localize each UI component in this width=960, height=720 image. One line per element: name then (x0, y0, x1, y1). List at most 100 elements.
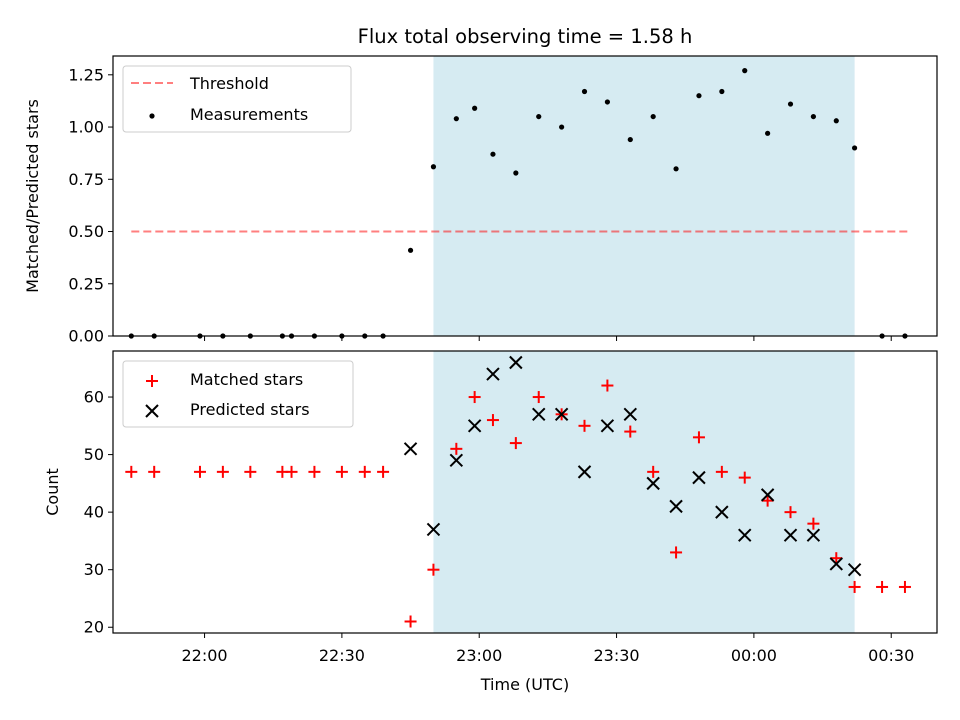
count-x-tick-label: 23:00 (456, 646, 502, 665)
measurement-point (787, 101, 794, 107)
predicted-legend-label: Predicted stars (190, 400, 310, 419)
ratio-y-tick-label: 0.25 (68, 274, 104, 293)
count-x-tick-label: 00:30 (868, 646, 914, 665)
predicted-star-point (646, 476, 660, 491)
predicted-star-point (738, 528, 752, 542)
matched-star-point (807, 517, 820, 530)
matched-star-point (216, 465, 229, 478)
count-y-tick-label: 20 (84, 618, 104, 637)
predicted-star-point (554, 407, 569, 422)
count-x-tick-label: 22:00 (182, 646, 228, 665)
measurement-point (453, 116, 459, 122)
chart-title: Flux total observing time = 1.58 h (358, 25, 693, 48)
matched-star-point (624, 425, 637, 438)
measurement-point (810, 113, 817, 120)
ratio-y-ticks: 0.00 0.25 0.50 0.75 1.00 1.25 (68, 65, 113, 346)
ratio-y-tick-label: 0.00 (68, 327, 104, 346)
measurement-point (490, 151, 496, 157)
predicted-star-point (669, 499, 683, 514)
predicted-star-points (403, 355, 862, 577)
matched-star-point (468, 391, 481, 404)
predicted-star-point (760, 488, 775, 502)
matched-star-point (244, 465, 257, 478)
matched-star-point (377, 465, 390, 478)
matched-legend-label: Matched stars (190, 370, 303, 389)
predicted-star-point (577, 465, 592, 479)
count-y-ticks: 20 30 40 50 60 (84, 388, 113, 637)
matched-star-point (692, 431, 705, 444)
ratio-panel: 0.00 0.25 0.50 0.75 1.00 1.25 Matched/Predict… (23, 55, 938, 346)
predicted-star-point (623, 407, 637, 422)
predicted-star-point (509, 355, 523, 370)
measurement-point (833, 118, 839, 124)
matched-star-point (509, 437, 522, 450)
matched-star-point (898, 580, 911, 593)
measurement-point (536, 113, 542, 120)
measurements-legend-label: Measurements (190, 105, 308, 124)
matched-star-point (670, 546, 683, 559)
matched-star-point (876, 580, 889, 593)
count-x-tick-label: 00:00 (731, 646, 777, 665)
ratio-legend: Threshold Measurements (122, 65, 352, 133)
matched-star-point (193, 465, 206, 478)
count-x-tick-label: 23:30 (594, 646, 640, 665)
matched-star-point (784, 506, 797, 519)
measurement-point (472, 105, 478, 111)
matched-legend-swatch (146, 375, 158, 387)
measurement-point (430, 164, 437, 170)
threshold-legend-label: Threshold (189, 74, 269, 93)
count-panel: 20 30 40 50 60 22:00 22:30 23:00 23:30 00:00 00:3… (43, 350, 938, 694)
predicted-star-point (715, 505, 729, 519)
ratio-plot-frame (112, 55, 938, 337)
count-legend-box (122, 360, 354, 428)
count-y-axis-label: Count (43, 468, 62, 516)
measurement-point (604, 99, 611, 105)
ratio-y-axis-label: Matched/Predicted stars (23, 99, 42, 293)
ratio-legend-box (122, 65, 352, 133)
matched-star-point (335, 465, 348, 478)
count-y-tick-label: 60 (84, 388, 104, 407)
matched-star-point (578, 419, 591, 432)
matched-star-point (450, 442, 463, 455)
measurements-legend-swatch (149, 113, 155, 119)
measurement-point (765, 130, 771, 136)
count-y-tick-label: 30 (84, 560, 104, 579)
matched-star-point (427, 563, 440, 576)
matched-star-point (148, 465, 161, 478)
count-x-tick-label: 22:30 (319, 646, 365, 665)
matched-star-point (532, 391, 545, 404)
matched-star-point (738, 471, 751, 484)
matched-star-point (486, 414, 499, 427)
ratio-y-tick-label: 0.50 (68, 222, 104, 241)
count-y-tick-label: 40 (84, 503, 104, 522)
predicted-star-point (403, 442, 418, 456)
predicted-star-point (486, 367, 500, 381)
measurement-point (581, 88, 588, 95)
ratio-y-tick-label: 1.25 (68, 65, 104, 84)
matched-star-point (830, 552, 843, 565)
matched-star-point (285, 465, 298, 478)
measurement-point (627, 136, 633, 143)
observing-window-bottom (433, 351, 855, 633)
count-legend: Matched stars Predicted stars (122, 360, 354, 428)
matched-star-point (358, 465, 371, 478)
predicted-star-point (783, 528, 798, 542)
predicted-star-point (532, 407, 546, 422)
predicted-star-point (806, 528, 821, 542)
predicted-star-point (847, 562, 862, 577)
ratio-y-tick-label: 0.75 (68, 170, 104, 189)
matched-star-point (761, 494, 774, 507)
predicted-star-point (829, 557, 843, 571)
matched-star-point (308, 465, 321, 478)
measurement-point (852, 145, 858, 151)
measurement-point (559, 124, 565, 130)
predicted-star-point (449, 453, 464, 468)
measurement-point (673, 166, 679, 172)
matched-star-point (601, 379, 614, 392)
predicted-star-point (426, 522, 441, 537)
matched-star-point (647, 465, 660, 478)
count-plot-frame (112, 350, 938, 634)
predicted-star-point (467, 419, 482, 433)
observing-window-top (433, 56, 855, 336)
